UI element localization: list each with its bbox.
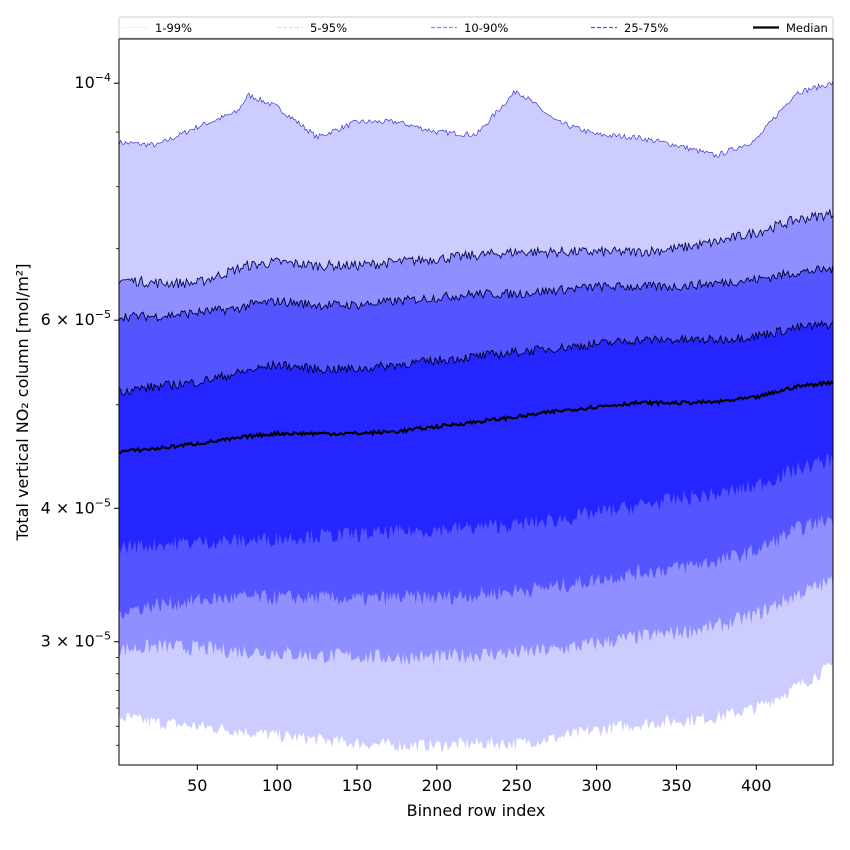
legend: 1-99% 5-95% 10-90% 25-75% Median	[118, 16, 834, 39]
band-upper-edge	[118, 208, 834, 289]
x-tick-label: 250	[501, 776, 532, 795]
y-tick-label: 10−4	[74, 71, 111, 92]
y-tick-label: 3 × 10−5	[41, 630, 111, 651]
x-axis-label: Binned row index	[407, 801, 546, 820]
legend-label: 5-95%	[310, 21, 347, 35]
y-tick-label: 6 × 10−5	[41, 308, 111, 329]
x-tick-label: 300	[581, 776, 612, 795]
legend-label: Median	[786, 21, 828, 35]
percentile-bands	[119, 81, 833, 753]
y-axis-ticks: 10−4 6 × 10−5 4 × 10−5 3 × 10−5	[41, 71, 119, 746]
x-tick-label: 50	[187, 776, 207, 795]
y-tick-label: 4 × 10−5	[41, 496, 111, 517]
legend-label: 10-90%	[464, 21, 508, 35]
plot-frame	[118, 38, 834, 766]
legend-box	[118, 16, 834, 39]
band-upper-edge	[118, 81, 834, 158]
legend-label: 1-99%	[155, 21, 192, 35]
band-edge-lines	[118, 81, 834, 396]
x-tick-label: 100	[262, 776, 293, 795]
band-inner-band	[119, 321, 833, 554]
x-tick-label: 200	[422, 776, 453, 795]
x-tick-label: 400	[741, 776, 772, 795]
median-series	[118, 379, 834, 455]
y-axis-label: Total vertical NO₂ column [mol/m²]	[13, 264, 32, 542]
band-upper-edge	[118, 264, 834, 323]
band-upper-edge	[118, 320, 834, 396]
legend-label: 25-75%	[624, 21, 668, 35]
median-line	[118, 379, 834, 455]
x-tick-label: 150	[342, 776, 373, 795]
x-axis-ticks: 50 100 150 200 250 300 350 400	[187, 765, 772, 795]
x-tick-label: 350	[661, 776, 692, 795]
